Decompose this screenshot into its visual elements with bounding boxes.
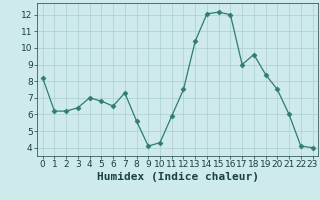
X-axis label: Humidex (Indice chaleur): Humidex (Indice chaleur) bbox=[97, 172, 259, 182]
